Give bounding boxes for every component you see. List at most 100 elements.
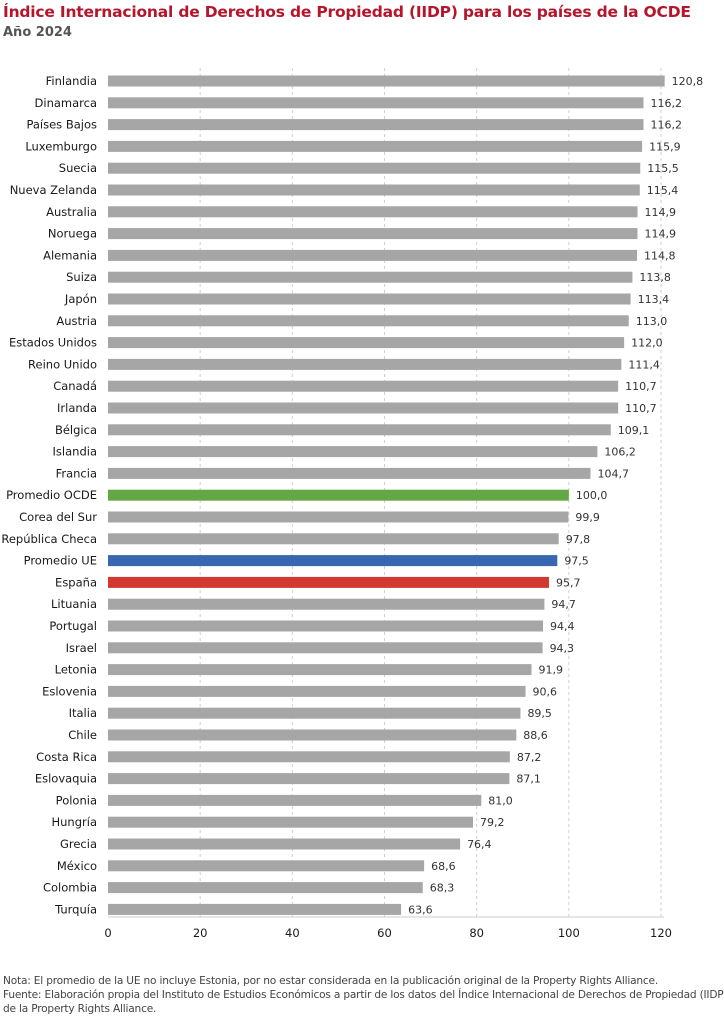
bar-hungria xyxy=(108,816,473,828)
bar-belgica xyxy=(108,424,611,436)
value-label-canada: 110,7 xyxy=(625,380,657,393)
bar-estados-unidos xyxy=(108,337,625,349)
category-label-promedio-ue: Promedio UE xyxy=(24,554,97,568)
category-label-reino-unido: Reino Unido xyxy=(28,357,97,371)
value-label-colombia: 68,3 xyxy=(430,882,455,895)
x-tick-label-20: 20 xyxy=(193,926,208,940)
bar-italia xyxy=(108,707,521,719)
value-label-turquia: 63,6 xyxy=(408,903,433,916)
category-label-promedio-ocde: Promedio OCDE xyxy=(6,488,97,502)
value-label-australia: 114,9 xyxy=(644,206,676,219)
bar-espana xyxy=(108,576,550,588)
category-label-estados-unidos: Estados Unidos xyxy=(9,336,97,350)
category-label-hungria: Hungría xyxy=(52,815,98,829)
value-label-estados-unidos: 112,0 xyxy=(631,337,663,350)
value-label-dinamarca: 116,2 xyxy=(650,97,682,110)
category-label-paises-bajos: Países Bajos xyxy=(26,118,97,132)
bar-costa-rica xyxy=(108,751,510,763)
category-label-colombia: Colombia xyxy=(43,881,97,895)
value-label-israel: 94,3 xyxy=(550,642,575,655)
value-label-costa-rica: 87,2 xyxy=(517,751,542,764)
bar-finlandia xyxy=(108,75,665,87)
category-label-italia: Italia xyxy=(69,706,97,720)
value-label-belgica: 109,1 xyxy=(618,424,650,437)
bar-reino-unido xyxy=(108,358,622,370)
category-label-turquia: Turquía xyxy=(54,902,97,916)
x-tick-label-60: 60 xyxy=(377,926,392,940)
value-label-chile: 88,6 xyxy=(523,729,548,742)
value-label-japon: 113,4 xyxy=(638,293,670,306)
category-label-luxemburgo: Luxemburgo xyxy=(25,139,97,153)
x-tick-label-40: 40 xyxy=(285,926,300,940)
category-label-grecia: Grecia xyxy=(60,837,97,851)
category-label-chile: Chile xyxy=(68,728,97,742)
x-tick-label-100: 100 xyxy=(558,926,580,940)
x-tick-label-80: 80 xyxy=(469,926,484,940)
bar-nueva-zelanda xyxy=(108,184,640,196)
value-label-paises-bajos: 116,2 xyxy=(650,119,682,132)
category-label-australia: Australia xyxy=(46,205,97,219)
category-label-francia: Francia xyxy=(56,466,97,480)
value-label-alemania: 114,8 xyxy=(644,249,676,262)
value-label-promedio-ue: 97,5 xyxy=(564,555,589,568)
bar-noruega xyxy=(108,228,638,240)
bar-israel xyxy=(108,642,543,654)
bar-islandia xyxy=(108,446,598,458)
category-label-canada: Canadá xyxy=(53,379,97,393)
category-label-israel: Israel xyxy=(66,641,97,655)
bar-austria xyxy=(108,315,629,327)
bar-promedio-ue xyxy=(108,555,558,567)
bar-chile xyxy=(108,729,517,741)
value-label-promedio-ocde: 100,0 xyxy=(576,489,608,502)
category-label-dinamarca: Dinamarca xyxy=(35,96,97,110)
value-label-espana: 95,7 xyxy=(556,576,581,589)
category-label-suecia: Suecia xyxy=(59,161,97,175)
category-label-alemania: Alemania xyxy=(43,248,97,262)
bar-grecia xyxy=(108,838,461,850)
source-text-line-1: Fuente: Elaboración propia del Instituto… xyxy=(3,989,724,1001)
category-label-nueva-zelanda: Nueva Zelanda xyxy=(10,183,97,197)
value-label-italia: 89,5 xyxy=(527,707,552,720)
value-label-luxemburgo: 115,9 xyxy=(649,140,681,153)
category-label-mexico: México xyxy=(57,859,97,873)
bar-irlanda xyxy=(108,402,619,414)
value-label-corea-del-sur: 99,9 xyxy=(575,511,600,524)
note-text: Nota: El promedio de la UE no incluye Es… xyxy=(3,975,658,987)
x-tick-label-120: 120 xyxy=(650,926,672,940)
chart-notes: Nota: El promedio de la UE no incluye Es… xyxy=(3,974,724,1016)
bar-alemania xyxy=(108,249,638,261)
category-label-finlandia: Finlandia xyxy=(46,74,97,88)
bar-eslovenia xyxy=(108,685,526,697)
bar-chart: 0 20 40 60 80 100 120 Finlandia 120,8 Dinamarca 11… xyxy=(1,68,703,940)
category-label-polonia: Polonia xyxy=(56,793,97,807)
category-label-espana: España xyxy=(55,575,97,589)
category-label-islandia: Islandia xyxy=(53,445,97,459)
chart-title: Índice Internacional de Derechos de Prop… xyxy=(3,3,691,21)
value-label-portugal: 94,4 xyxy=(550,620,575,633)
bar-japon xyxy=(108,293,631,305)
bar-mexico xyxy=(108,860,425,872)
category-label-eslovenia: Eslovenia xyxy=(42,684,97,698)
category-label-costa-rica: Costa Rica xyxy=(36,750,97,764)
bar-eslovaquia xyxy=(108,773,510,785)
source-text-line-2: de la Property Rights Alliance. xyxy=(3,1003,157,1015)
bar-corea-del-sur xyxy=(108,511,569,523)
bar-lituania xyxy=(108,598,545,610)
category-label-eslovaquia: Eslovaquia xyxy=(35,772,97,786)
bar-colombia xyxy=(108,882,423,894)
category-label-belgica: Bélgica xyxy=(55,423,97,437)
chart-subtitle: Año 2024 xyxy=(3,25,72,40)
bar-dinamarca xyxy=(108,97,644,109)
bar-republica-checa xyxy=(108,533,559,545)
value-label-eslovaquia: 87,1 xyxy=(516,773,541,786)
value-label-suiza: 113,8 xyxy=(639,271,671,284)
category-label-austria: Austria xyxy=(56,314,97,328)
category-label-corea-del-sur: Corea del Sur xyxy=(19,510,97,524)
value-label-reino-unido: 111,4 xyxy=(628,358,660,371)
bar-polonia xyxy=(108,794,482,806)
value-label-austria: 113,0 xyxy=(636,315,668,328)
value-label-hungria: 79,2 xyxy=(480,816,505,829)
bar-promedio-ocde xyxy=(108,489,569,501)
bar-canada xyxy=(108,380,619,392)
bar-suiza xyxy=(108,271,633,283)
